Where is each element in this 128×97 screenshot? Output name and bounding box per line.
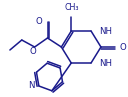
- Text: N: N: [28, 81, 35, 91]
- Text: O: O: [120, 42, 126, 52]
- Text: NH: NH: [99, 26, 112, 36]
- Text: O: O: [36, 17, 42, 26]
- Text: CH₃: CH₃: [65, 3, 79, 12]
- Text: NH: NH: [99, 58, 112, 68]
- Text: O: O: [29, 48, 36, 56]
